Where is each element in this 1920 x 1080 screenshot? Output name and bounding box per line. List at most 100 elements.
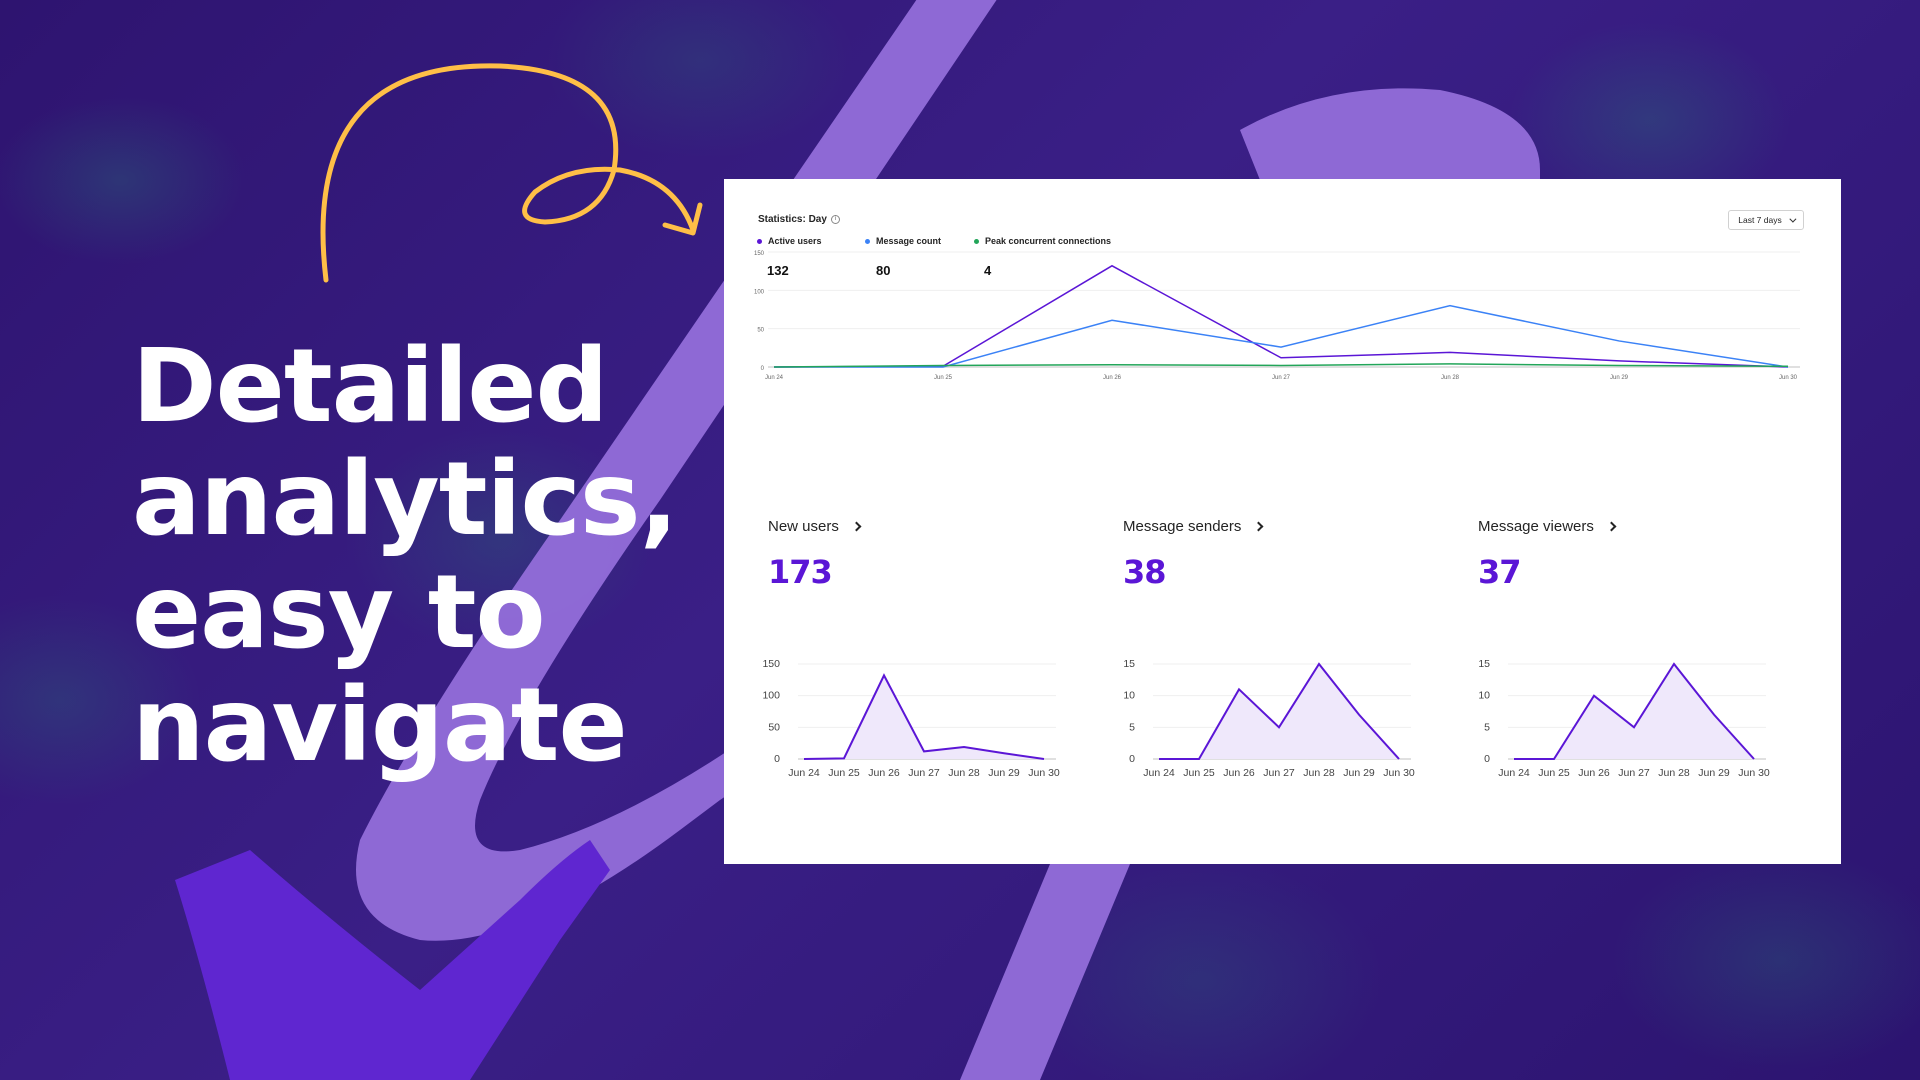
area-fill (1514, 664, 1754, 759)
area-fill (804, 675, 1044, 759)
main-line-chart: 0 50 100 150 Jun 24 Jun 25 Jun 26 Jun 27 Jun 28 J… (754, 251, 1800, 381)
card-message-viewers: Message viewers 37 (1478, 515, 1818, 591)
y-tick-label: 0 (1484, 753, 1490, 765)
card-title: Message viewers (1478, 517, 1594, 535)
message-viewers-link[interactable]: Message viewers (1478, 515, 1818, 537)
arrow-head-icon (662, 202, 703, 236)
date-range-label: Last 7 days (1738, 215, 1782, 225)
y-tick-label: 10 (1478, 690, 1490, 702)
series-line (803, 673, 1045, 760)
x-tick-label: Jun 30 (1779, 375, 1798, 381)
analytics-dashboard-card: Statistics: Day i Last 7 days Active use… (724, 179, 1841, 864)
y-tick-label: 0 (1129, 753, 1135, 765)
message-senders-area-chart: 0 5 10 15 Jun 24 Jun 25 Jun 26 Jun 27 Jun 28 Jun … (1123, 658, 1415, 779)
x-tick-label: Jun 24 (765, 375, 784, 381)
y-tick-label: 0 (761, 366, 765, 372)
chevron-right-icon (1253, 521, 1264, 531)
x-tick-label: Jun 27 (1263, 767, 1295, 779)
x-tick-label: Jun 24 (1143, 767, 1175, 779)
x-tick-label: Jun 27 (1618, 767, 1650, 779)
y-tick-label: 0 (774, 753, 780, 765)
statistics-title-text: Statistics: Day (758, 214, 827, 225)
series-line (773, 363, 1789, 368)
dot-icon (757, 238, 762, 244)
peak-connections-value: 4 (984, 263, 992, 278)
legend-peak-connections[interactable]: Peak concurrent connections (974, 236, 1111, 246)
legend-label: Peak concurrent connections (985, 236, 1112, 246)
series-line (774, 304, 1789, 368)
message-senders-value: 38 (1123, 553, 1167, 591)
x-tick-label: Jun 29 (1343, 767, 1375, 779)
info-icon[interactable]: i (830, 215, 840, 224)
y-tick-label: 5 (1484, 721, 1490, 733)
x-tick-label: Jun 28 (948, 767, 980, 779)
new-users-area-chart: 0 50 100 150 Jun 24 Jun 25 Jun 26 Jun 27 Jun 28 J… (762, 658, 1060, 779)
headline-line: navigate (132, 666, 628, 785)
y-tick-label: 100 (754, 289, 765, 295)
x-tick-label: Jun 30 (1383, 767, 1415, 779)
series-line (1514, 662, 1755, 760)
message-viewers-value: 37 (1478, 553, 1522, 591)
x-tick-label: Jun 25 (1183, 767, 1215, 779)
x-tick-label: Jun 25 (1538, 767, 1570, 779)
x-tick-label: Jun 26 (868, 767, 900, 779)
chevron-right-icon (1606, 521, 1617, 531)
card-new-users: New users 173 (768, 515, 1108, 591)
card-message-senders: Message senders 38 (1123, 515, 1463, 591)
x-tick-label: Jun 27 (908, 767, 940, 779)
message-senders-link[interactable]: Message senders (1123, 515, 1463, 537)
legend-active-users[interactable]: Active users (757, 236, 822, 246)
x-tick-label: Jun 28 (1441, 375, 1460, 381)
y-tick-label: 10 (1123, 690, 1135, 702)
chevron-right-icon (851, 521, 862, 531)
card-title: Message senders (1123, 517, 1242, 535)
y-tick-label: 15 (1478, 658, 1490, 670)
y-tick-label: 15 (1123, 658, 1135, 670)
statistics-title: Statistics: Day i (758, 214, 840, 225)
x-tick-label: Jun 29 (1698, 767, 1730, 779)
legend-message-count[interactable]: Message count (865, 236, 941, 246)
x-tick-label: Jun 30 (1028, 767, 1060, 779)
hero-headline: Detailed analytics, easy to navigate (132, 327, 678, 785)
legend-label: Message count (876, 236, 942, 246)
x-tick-label: Jun 26 (1103, 375, 1122, 381)
dot-icon (865, 238, 870, 244)
x-tick-label: Jun 28 (1303, 767, 1335, 779)
headline-line: easy to (132, 553, 546, 672)
area-fill (1159, 664, 1399, 759)
card-title: New users (768, 517, 839, 535)
road-curve-top (1240, 88, 1540, 180)
legend-label: Active users (768, 236, 822, 246)
y-tick-label: 5 (1129, 721, 1135, 733)
y-tick-label: 50 (768, 721, 780, 733)
x-tick-label: Jun 26 (1223, 767, 1255, 779)
y-tick-label: 50 (757, 328, 764, 334)
date-range-dropdown[interactable]: Last 7 days (1728, 210, 1804, 230)
y-tick-label: 150 (762, 658, 780, 670)
y-tick-label: 100 (762, 690, 780, 702)
x-tick-label: Jun 28 (1658, 767, 1690, 779)
new-users-value: 173 (768, 553, 833, 591)
active-users-value: 132 (767, 263, 789, 278)
curly-arrow-icon (320, 63, 696, 283)
x-tick-label: Jun 29 (1610, 375, 1629, 381)
message-count-value: 80 (876, 263, 891, 278)
x-tick-label: Jun 25 (828, 767, 860, 779)
new-users-link[interactable]: New users (768, 515, 1108, 537)
road-bottom (960, 864, 1130, 1080)
y-tick-label: 150 (754, 251, 765, 257)
headline-line: Detailed (132, 327, 609, 446)
x-tick-label: Jun 30 (1738, 767, 1770, 779)
x-tick-label: Jun 24 (788, 767, 820, 779)
message-viewers-area-chart: 0 5 10 15 Jun 24 Jun 25 Jun 26 Jun 27 Jun 28 Jun … (1478, 658, 1770, 779)
x-tick-label: Jun 26 (1578, 767, 1610, 779)
x-tick-label: Jun 27 (1272, 375, 1291, 381)
x-tick-label: Jun 24 (1498, 767, 1530, 779)
series-line (773, 264, 1789, 368)
x-tick-label: Jun 25 (934, 375, 953, 381)
x-tick-label: Jun 29 (988, 767, 1020, 779)
headline-line: analytics, (132, 440, 678, 559)
brush-stroke (175, 840, 610, 1080)
dot-icon (974, 238, 979, 244)
series-line (1159, 662, 1400, 760)
